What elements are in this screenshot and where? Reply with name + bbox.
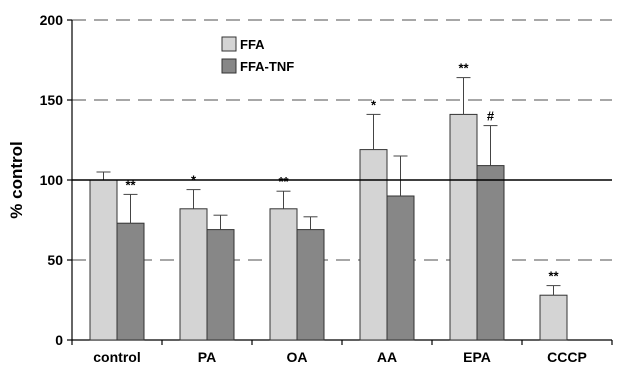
y-tick-label-0: 0 [55, 332, 63, 348]
legend-swatch-FFA [221, 36, 237, 52]
legend-label-FFA-TNF: FFA-TNF [240, 59, 294, 74]
y-tick-label-150: 150 [40, 92, 64, 108]
x-tick-label-control: control [93, 349, 140, 365]
x-tick-label-OA: OA [287, 349, 308, 365]
y-tick-label-100: 100 [40, 172, 64, 188]
annotation-FFA-OA: ** [278, 174, 289, 189]
annotation-FFA-EPA: ** [458, 61, 469, 76]
x-tick-label-EPA: EPA [463, 349, 491, 365]
legend-swatch-FFA-TNF [221, 58, 237, 74]
bar-FFA-CCCP [539, 294, 568, 341]
x-tick-label-CCCP: CCCP [547, 349, 587, 365]
x-tick-label-PA: PA [198, 349, 216, 365]
bar-FFA-EPA [449, 113, 478, 341]
bar-FFA-AA [359, 149, 388, 341]
bar-FFA-TNF-AA [386, 195, 415, 341]
bar-FFA-TNF-control [116, 222, 145, 341]
legend-label-FFA: FFA [240, 37, 265, 52]
bar-FFA-PA [179, 208, 208, 341]
bar-FFA-OA [269, 208, 298, 341]
y-axis-title: % control [7, 141, 26, 218]
annotation-FFA-TNF-control: ** [125, 177, 136, 192]
x-tick-label-AA: AA [377, 349, 397, 365]
bar-FFA-TNF-PA [206, 229, 235, 341]
y-tick-label-200: 200 [40, 12, 64, 28]
y-tick-label-50: 50 [47, 252, 63, 268]
annotation-FFA-TNF-EPA: # [487, 109, 495, 124]
bar-FFA-TNF-OA [296, 229, 325, 341]
bar-FFA-control [89, 179, 118, 341]
annotation-FFA-CCCP: ** [548, 269, 559, 284]
bar-FFA-TNF-EPA [476, 165, 505, 341]
annotation-FFA-AA: * [371, 97, 377, 112]
